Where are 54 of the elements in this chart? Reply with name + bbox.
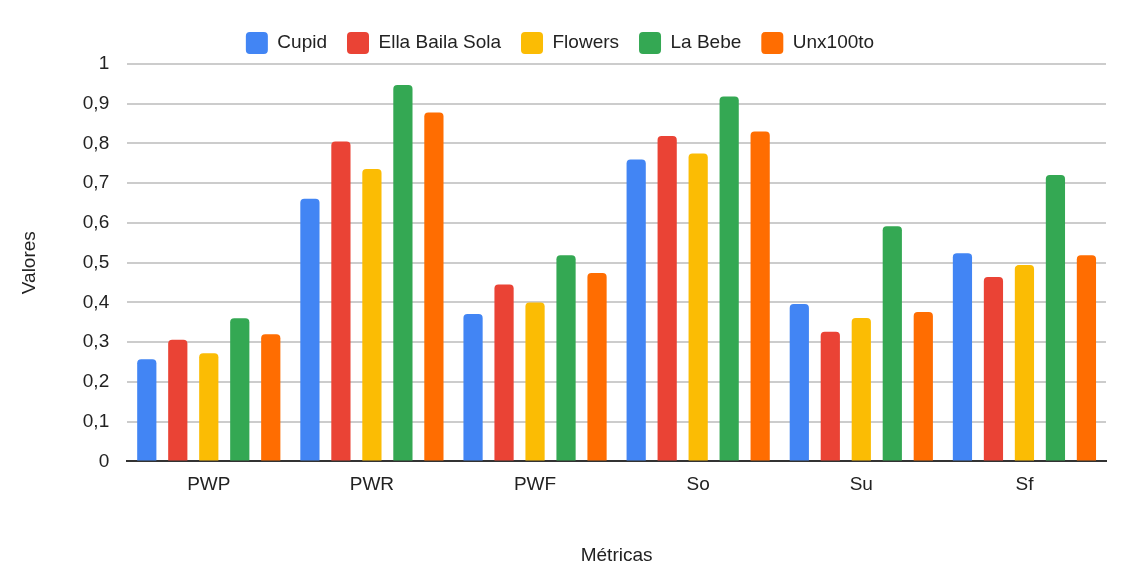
bar — [626, 159, 646, 461]
bar — [983, 277, 1004, 461]
y-tick-label: 0,2 — [82, 370, 110, 392]
bar — [820, 331, 840, 461]
x-tick-label: PWF — [513, 473, 557, 495]
bar — [952, 253, 973, 461]
y-tick-label: 0,7 — [82, 171, 110, 193]
bar — [525, 302, 545, 461]
bar — [719, 96, 739, 461]
bar — [587, 273, 607, 461]
bar — [556, 255, 576, 461]
y-tick-label: 0,1 — [82, 409, 110, 431]
bar — [851, 317, 871, 461]
y-tick-label: 0,3 — [82, 330, 110, 352]
legend-label: Ella Baila Sola — [378, 31, 502, 53]
bar — [1014, 265, 1035, 461]
bar — [168, 339, 188, 461]
x-tick-label: PWP — [187, 473, 231, 495]
bar — [789, 304, 809, 461]
y-tick-label: 1 — [98, 52, 110, 74]
x-tick-label: Su — [849, 473, 873, 495]
bar — [300, 198, 320, 461]
bar — [1076, 255, 1097, 461]
y-tick-label: 0,9 — [82, 91, 110, 113]
y-tick-label: 0,8 — [82, 131, 110, 153]
y-tick-label: 0,6 — [82, 211, 110, 233]
bar — [331, 141, 351, 461]
bar — [657, 135, 677, 461]
legend-label: Cupid — [277, 31, 328, 53]
bar — [261, 334, 281, 461]
bar — [750, 131, 770, 461]
bar — [199, 353, 219, 461]
legend-label: Unx100to — [792, 31, 875, 53]
bar — [230, 318, 250, 461]
bar — [913, 311, 933, 461]
x-axis-title: Métricas — [580, 543, 653, 565]
bar — [494, 284, 514, 461]
bar — [463, 313, 483, 461]
bar — [424, 112, 444, 461]
legend-label: Flowers — [552, 31, 620, 53]
bar — [362, 168, 382, 461]
x-tick-label: Sf — [1015, 473, 1035, 495]
bar — [1045, 174, 1066, 461]
y-tick-label: 0,4 — [82, 290, 110, 312]
bar — [688, 153, 708, 461]
bar — [393, 85, 413, 461]
x-tick-label: PWR — [349, 473, 395, 495]
x-tick-label: So — [686, 473, 710, 495]
y-tick-label: 0 — [98, 449, 110, 471]
bar — [137, 359, 157, 461]
y-tick-label: 0,5 — [82, 250, 110, 272]
legend-label: La Bebe — [670, 31, 742, 53]
bar — [882, 226, 902, 461]
y-axis-title: Valores — [17, 231, 39, 295]
